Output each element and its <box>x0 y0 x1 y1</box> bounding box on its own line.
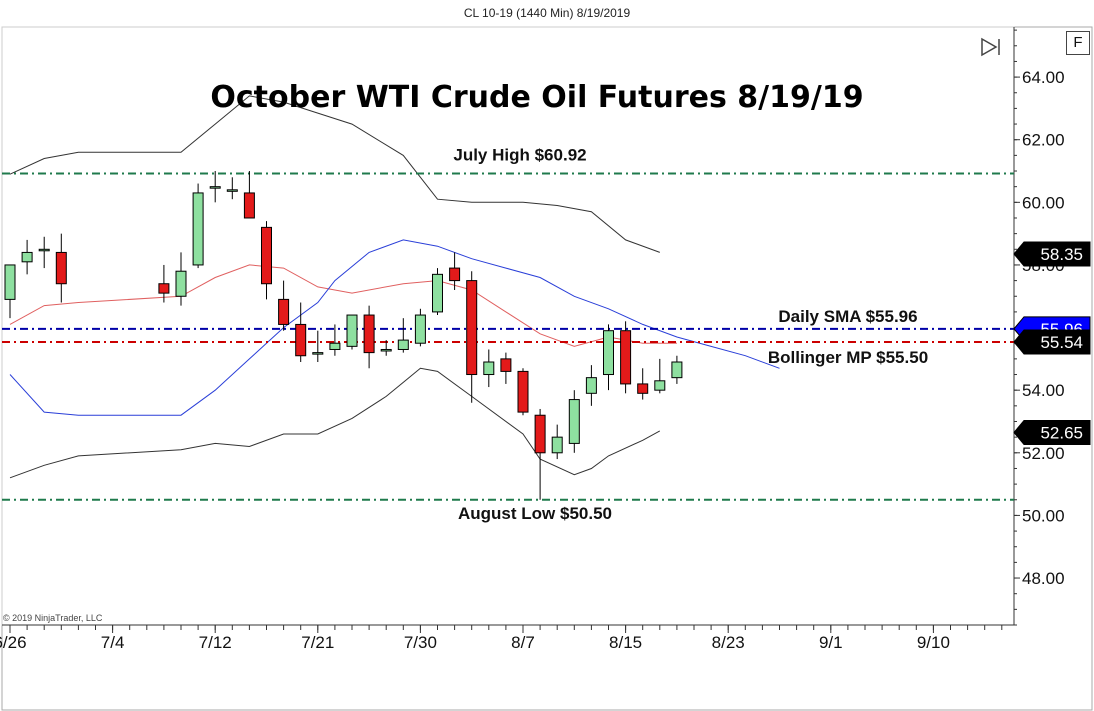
candle-up <box>654 380 666 391</box>
x-tick-label: 8/23 <box>712 633 745 652</box>
candle-down <box>55 251 67 285</box>
candle-down <box>261 226 272 285</box>
x-tick-label: 8/15 <box>609 633 642 652</box>
candle-up <box>175 270 187 297</box>
x-tick-label: 7/21 <box>301 633 334 652</box>
candle-up <box>38 248 50 252</box>
candle-down <box>449 267 461 282</box>
candle-up <box>397 339 409 350</box>
candle-up <box>329 342 341 350</box>
x-tick-label: 7/12 <box>199 633 232 652</box>
candle-up <box>414 314 426 344</box>
x-tick-label: 6/26 <box>0 633 27 652</box>
candle-up <box>226 189 238 192</box>
candle-down <box>620 330 632 385</box>
candle-up <box>312 352 324 355</box>
y-tick-label: 62.00 <box>1022 131 1065 150</box>
candle-down <box>363 314 375 354</box>
candle-up <box>209 186 221 189</box>
upper-bollinger-band <box>9 95 660 253</box>
chart-header: CL 10-19 (1440 Min) 8/19/2019 <box>463 6 631 20</box>
y-tick-label: 54.00 <box>1022 381 1065 400</box>
bollinger-midpoint-band <box>9 264 677 347</box>
price-tag <box>1013 329 1091 355</box>
copyright-text: © 2019 NinjaTrader, LLC <box>3 613 103 623</box>
candle-up <box>432 273 443 313</box>
level-label: Daily SMA $55.96 <box>778 307 917 326</box>
y-tick-label: 60.00 <box>1022 193 1065 212</box>
x-tick-label: 8/7 <box>511 633 535 652</box>
candle-up <box>192 192 204 266</box>
candle-up <box>585 377 597 394</box>
candle-down <box>295 323 307 357</box>
chart-title: October WTI Crude Oil Futures 8/19/19 <box>210 80 863 115</box>
candle-up <box>603 330 614 376</box>
candle-up <box>568 399 580 444</box>
candle-up <box>551 436 563 454</box>
candle-down <box>466 280 478 376</box>
lower-bollinger-band <box>9 367 661 479</box>
x-tick-label: 9/1 <box>819 633 843 652</box>
moving-average-line <box>9 239 780 416</box>
candle-up <box>21 251 33 263</box>
level-label: Bollinger MP $55.50 <box>768 348 928 367</box>
candle-up <box>671 361 683 379</box>
price-tag-label: 55.54 <box>1040 333 1083 352</box>
y-tick-label: 64.00 <box>1022 68 1065 87</box>
level-label: August Low $50.50 <box>458 504 612 523</box>
candle-up <box>4 264 16 300</box>
f-button[interactable]: F <box>1066 31 1090 55</box>
candle-down <box>158 283 170 294</box>
price-tag <box>1013 419 1091 445</box>
level-label: July High $60.92 <box>453 146 586 165</box>
candle-down <box>278 298 290 325</box>
x-tick-label: 7/30 <box>404 633 437 652</box>
plot-frame <box>1 26 1093 711</box>
candle-up <box>483 361 495 376</box>
candle-down <box>243 192 255 219</box>
x-tick-label: 9/10 <box>917 633 950 652</box>
y-tick-label: 48.00 <box>1022 569 1065 588</box>
candle-down <box>517 370 529 413</box>
x-tick-label: 7/4 <box>101 633 125 652</box>
candle-up <box>346 314 358 347</box>
candle-down <box>500 358 512 372</box>
plot-area-border <box>1 26 1015 626</box>
skip-to-end-icon[interactable] <box>978 36 1006 58</box>
price-tag-label: 58.35 <box>1040 245 1083 264</box>
candle-up <box>380 348 392 352</box>
y-tick-label: 52.00 <box>1022 444 1065 463</box>
candle-down <box>637 383 649 394</box>
candle-down <box>534 414 546 454</box>
y-tick-label: 50.00 <box>1022 506 1065 525</box>
price-tag-label: 52.65 <box>1040 423 1083 442</box>
price-tag <box>1013 241 1091 267</box>
